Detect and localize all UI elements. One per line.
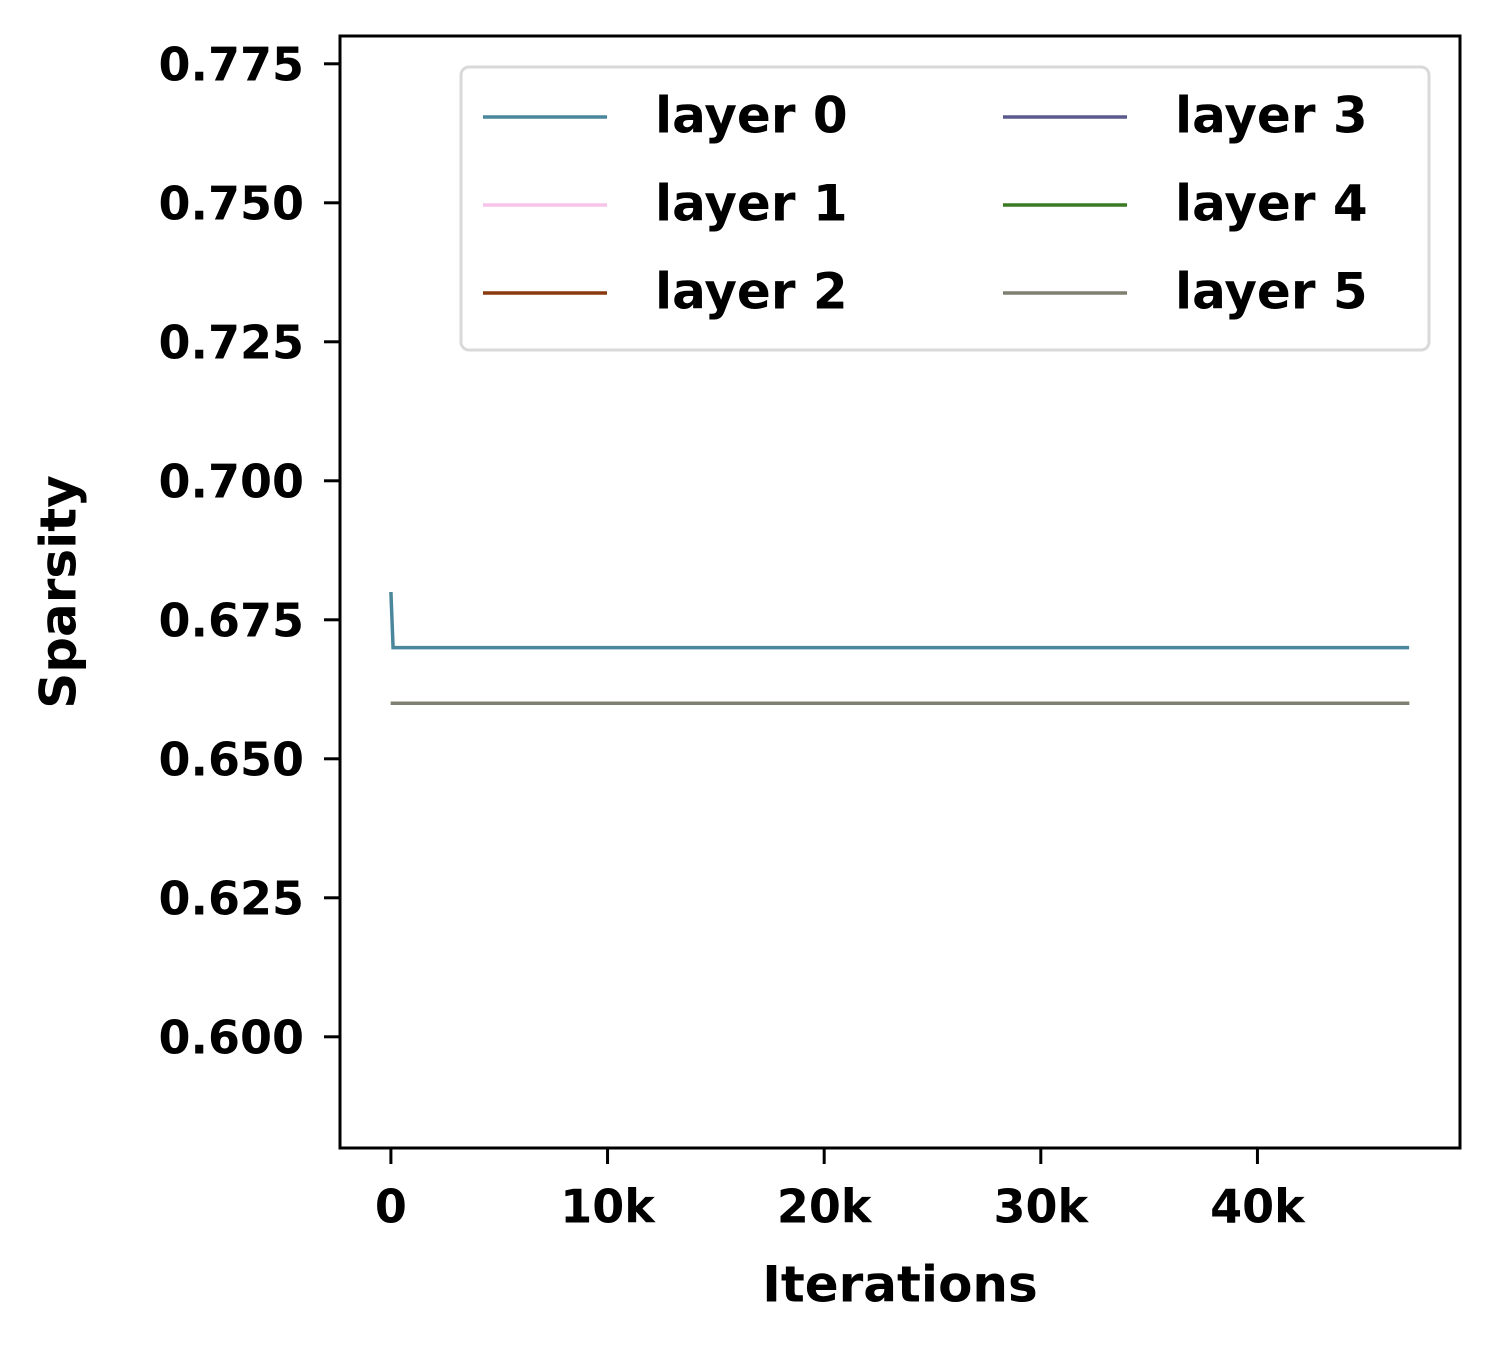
y-tick-label: 0.675: [158, 593, 304, 647]
y-tick-label: 0.650: [158, 732, 304, 786]
x-tick-label: 10k: [560, 1180, 656, 1234]
line: [389, 591, 1410, 650]
y-tick-label: 0.750: [158, 176, 304, 230]
y-tick-label: 0.700: [158, 454, 304, 508]
legend-label: layer 3: [1175, 87, 1368, 145]
x-axis-label: Iterations: [762, 1256, 1038, 1314]
x-tick-label: 40k: [1210, 1180, 1306, 1234]
x-tick-label: 30k: [994, 1180, 1090, 1234]
plot-frame: [338, 34, 1462, 1150]
y-tick-label: 0.725: [158, 315, 304, 369]
legend-label: layer 5: [1175, 263, 1368, 321]
legend-label: layer 2: [655, 263, 848, 321]
legend-box: [459, 65, 1431, 352]
x-tick-label: 0: [375, 1180, 407, 1234]
y-axis-label: Sparsity: [30, 475, 88, 709]
y-tick-label: 0.775: [158, 37, 304, 91]
x-tick-label: 20k: [777, 1180, 873, 1234]
y-tick-label: 0.625: [158, 871, 304, 925]
legend-label: layer 4: [1175, 175, 1368, 233]
legend-label: layer 1: [655, 175, 848, 233]
legend-label: layer 0: [655, 87, 848, 145]
y-tick-label: 0.600: [158, 1010, 304, 1064]
